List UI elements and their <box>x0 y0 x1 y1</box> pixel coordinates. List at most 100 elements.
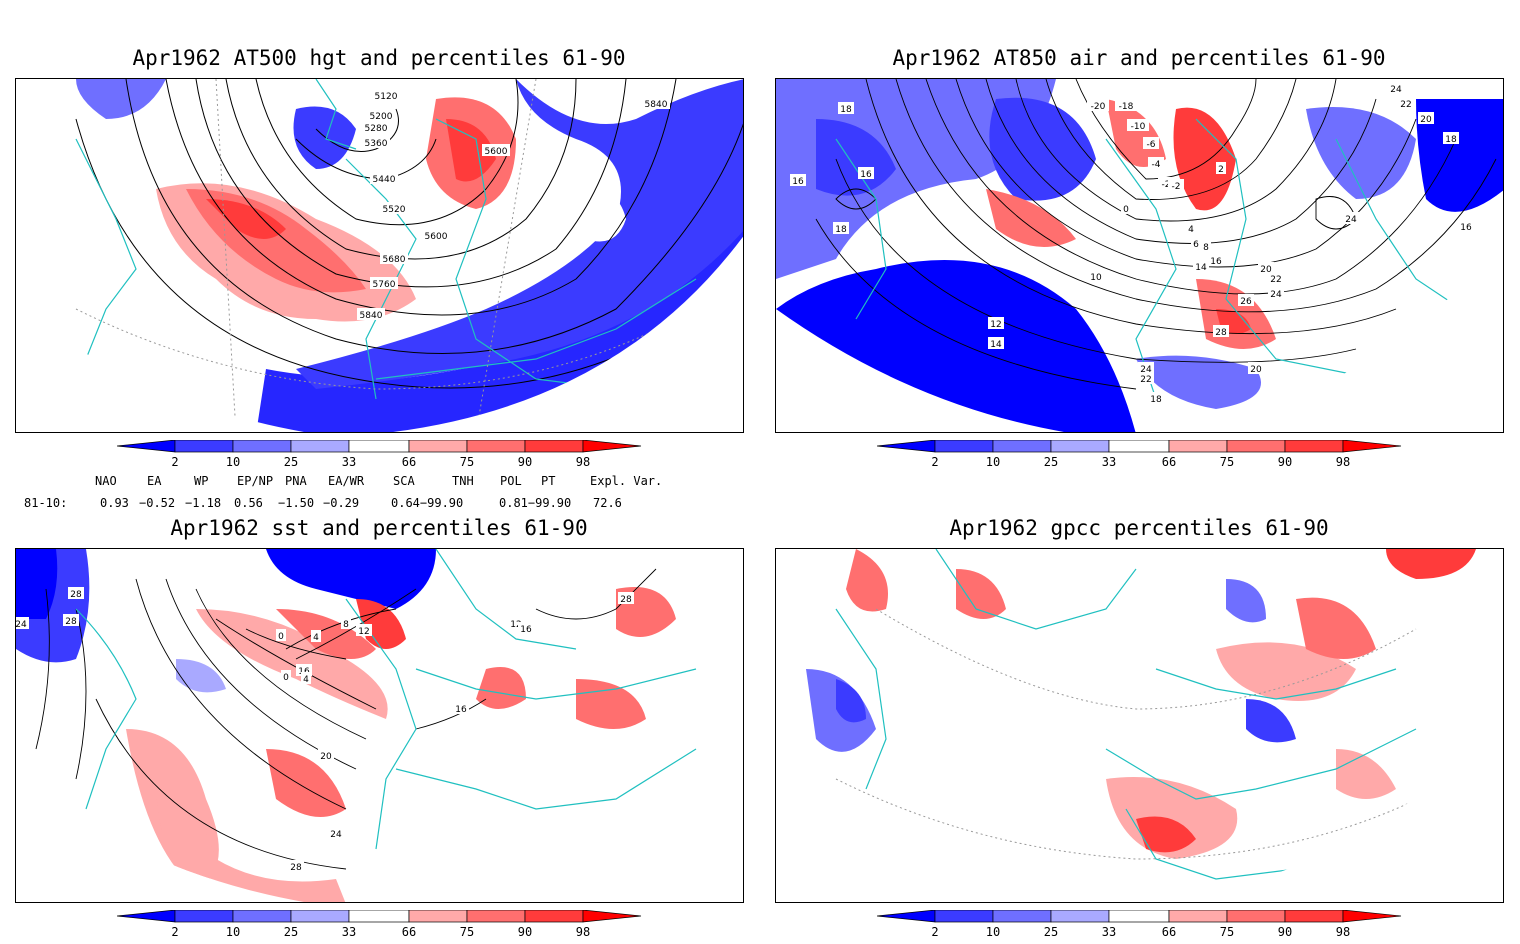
colorbar-segment <box>934 910 994 923</box>
colorbar-tick-label: 25 <box>1044 925 1058 939</box>
colorbar-tick-label: 10 <box>226 925 240 939</box>
contour-label: 24 <box>328 827 344 840</box>
index-row-label: 81-10: <box>24 496 68 510</box>
svg-text:16: 16 <box>792 177 804 187</box>
colorbar-segment <box>174 910 234 923</box>
colorbar-tick-label: 90 <box>1278 455 1292 469</box>
svg-text:5360: 5360 <box>365 139 388 149</box>
contour-label: 18 <box>833 222 849 235</box>
contour-label: 28 <box>288 860 304 873</box>
colorbar-tick-label: 75 <box>460 455 474 469</box>
contour-label: 12 <box>988 317 1004 330</box>
map-panel-sst: 24282804812160416202428281216 <box>15 548 744 903</box>
contour-label: 28 <box>63 614 79 627</box>
contour-label: 26 <box>1238 294 1254 307</box>
colorbar-2: 2 10 25 33 66 75 90 98 <box>877 440 1404 469</box>
contour-label: 5840 <box>642 97 670 110</box>
index-value: 0.93 <box>100 496 129 510</box>
colorbar-arrow-low <box>877 910 936 923</box>
contour-label: 16 <box>518 622 534 635</box>
index-name: EP/NP <box>237 474 274 488</box>
colorbar-segment <box>1108 910 1170 923</box>
svg-text:12: 12 <box>358 627 369 637</box>
contour-label: -4 <box>1148 157 1164 170</box>
svg-text:22: 22 <box>1140 375 1151 385</box>
contour-label: 20 <box>1258 262 1274 275</box>
svg-text:-4: -4 <box>1152 160 1161 170</box>
colorbar-tick-label: 98 <box>576 455 590 469</box>
svg-text:24: 24 <box>16 620 27 630</box>
colorbar-arrow-low <box>877 440 936 453</box>
index-name: EA <box>147 474 162 488</box>
colorbar-arrow-high <box>582 910 642 923</box>
contour-label: 18 <box>1148 392 1164 405</box>
svg-text:5520: 5520 <box>383 205 406 215</box>
svg-text:16: 16 <box>1210 257 1222 267</box>
contour-label: 24 <box>1268 287 1284 300</box>
contour-label: 16 <box>453 702 469 715</box>
index-name: EA/WR <box>328 474 365 488</box>
contour-label: 16 <box>858 167 874 180</box>
colorbar-tick-label: 98 <box>1336 925 1350 939</box>
colorbar-segment <box>348 910 410 923</box>
colorbar-3: 2 10 25 33 66 75 90 98 <box>117 910 644 939</box>
svg-text:14: 14 <box>1195 263 1207 273</box>
colorbar-svg: 2 10 25 33 66 75 90 98 <box>117 440 642 469</box>
svg-text:28: 28 <box>70 590 82 600</box>
contour-label: 28 <box>1213 325 1229 338</box>
contour-label: 5200 <box>367 109 395 122</box>
svg-text:22: 22 <box>1270 275 1281 285</box>
contour-label: 16 <box>790 174 806 187</box>
colorbar-1: 2 10 25 33 66 75 90 98 <box>117 440 644 469</box>
contour-label: 18 <box>1443 132 1459 145</box>
svg-text:10: 10 <box>1090 273 1102 283</box>
colorbar-segment <box>1168 440 1228 453</box>
colorbar-arrow-high <box>1342 910 1402 923</box>
svg-text:24: 24 <box>1140 365 1152 375</box>
svg-text:4: 4 <box>313 633 319 643</box>
colorbar-segment <box>408 440 468 453</box>
contour-label: 28 <box>68 587 84 600</box>
index-value: −1.18 <box>185 496 222 510</box>
svg-text:14: 14 <box>990 340 1002 350</box>
colorbar-tick-label: 90 <box>1278 925 1292 939</box>
contour-label: 18 <box>838 102 854 115</box>
index-value: −1.50 <box>278 496 315 510</box>
svg-text:5600: 5600 <box>485 147 508 157</box>
svg-text:20: 20 <box>1260 265 1272 275</box>
index-name: POL <box>500 474 522 488</box>
svg-text:24: 24 <box>1270 290 1282 300</box>
svg-text:5760: 5760 <box>373 280 396 290</box>
index-value: 0.56 <box>234 496 263 510</box>
contour-label: 0 <box>281 670 291 683</box>
contour-label: 24 <box>1138 362 1154 375</box>
contour-label: 6 <box>1191 237 1201 250</box>
contour-label: -18 <box>1115 99 1137 112</box>
colorbar-segment <box>174 440 234 453</box>
svg-text:16: 16 <box>455 705 467 715</box>
colorbar-tick-label: 10 <box>226 455 240 469</box>
svg-text:18: 18 <box>835 225 847 235</box>
colorbar-tick-label: 90 <box>518 455 532 469</box>
contour-label: 28 <box>618 592 634 605</box>
contour-label: 16 <box>1208 254 1224 267</box>
colorbar-segment <box>1108 440 1170 453</box>
colorbar-tick-label: 33 <box>1102 455 1116 469</box>
svg-text:0: 0 <box>1123 205 1129 215</box>
contour-label: 5280 <box>362 121 390 134</box>
contour-label: 5680 <box>380 252 408 265</box>
colorbar-tick-label: 33 <box>342 925 356 939</box>
svg-text:18: 18 <box>1150 395 1162 405</box>
contour-label: 5600 <box>422 229 450 242</box>
panel-title-gpcc: Apr1962 gpcc percentiles 61-90 <box>949 516 1329 540</box>
svg-text:5120: 5120 <box>375 92 398 102</box>
colorbar-tick-label: 10 <box>986 925 1000 939</box>
map-panel-gpcc <box>775 548 1504 903</box>
svg-text:22: 22 <box>1400 100 1411 110</box>
svg-text:28: 28 <box>1215 328 1227 338</box>
contour-label: 5440 <box>370 172 398 185</box>
panel-title-hgt500: Apr1962 AT500 hgt and percentiles 61-90 <box>132 46 626 70</box>
contour-label: 24 <box>1388 82 1404 95</box>
index-name: PT <box>541 474 556 488</box>
colorbar-tick-label: 75 <box>1220 925 1234 939</box>
